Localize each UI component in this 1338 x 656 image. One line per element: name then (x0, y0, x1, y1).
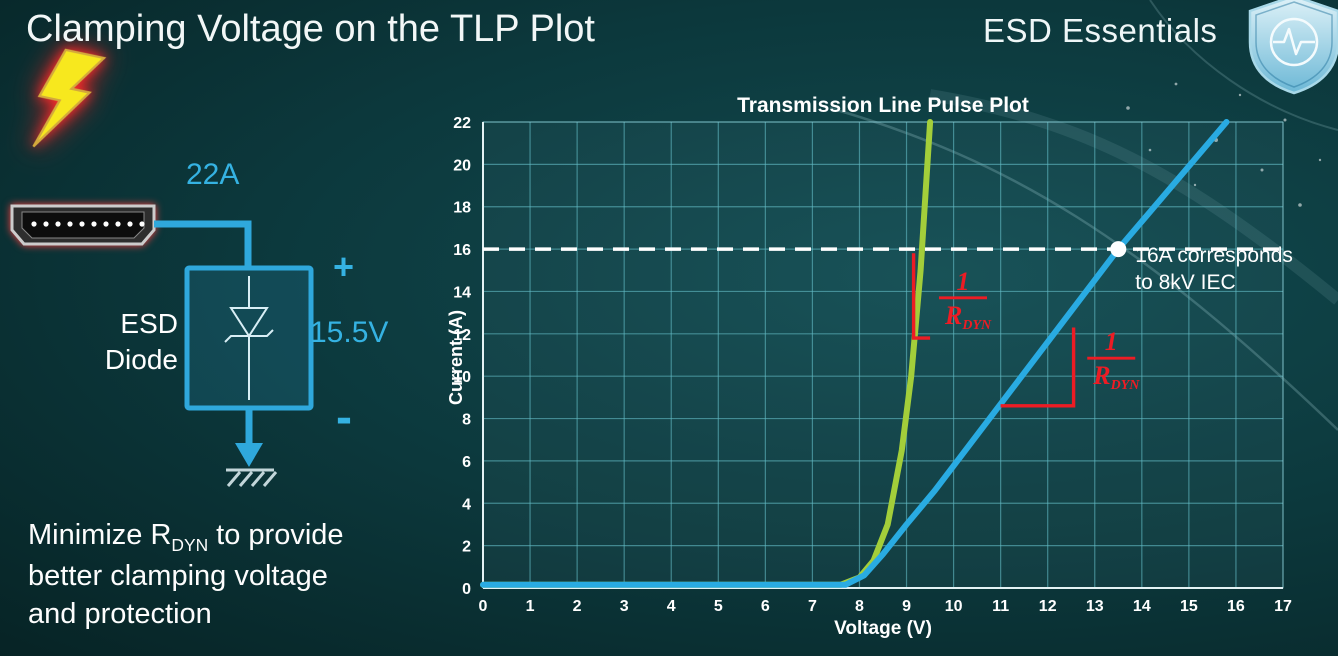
svg-text:4: 4 (667, 598, 676, 615)
rdyn-slope-annotations: 1 RDYN 1 RDYN (911, 253, 1140, 408)
chart-series (480, 119, 1230, 588)
surge-wire (154, 220, 252, 270)
svg-text:16: 16 (453, 242, 471, 259)
page-title: Clamping Voltage on the TLP Plot (26, 8, 595, 50)
plus-polarity-label: + (333, 246, 355, 287)
svg-text:20: 20 (453, 157, 471, 174)
minus-polarity-label: - (336, 391, 352, 444)
pulse-waveform-icon (1273, 27, 1315, 56)
svg-text:2: 2 (573, 598, 582, 615)
svg-text:10: 10 (453, 369, 471, 386)
svg-text:2: 2 (462, 539, 471, 556)
ground-symbol-icon (226, 468, 278, 487)
svg-text:22: 22 (453, 115, 471, 132)
chart-title: Transmission Line Pulse Plot (737, 94, 1029, 117)
svg-text:0: 0 (479, 598, 488, 615)
svg-text:4: 4 (462, 496, 471, 513)
svg-text:0: 0 (462, 581, 471, 598)
note-line-3: and protection (28, 598, 212, 631)
svg-text:11: 11 (992, 598, 1009, 615)
surge-current-label: 22A (186, 158, 240, 191)
svg-text:10: 10 (945, 598, 963, 615)
note-line-1: Minimize RDYN to provide (28, 519, 344, 555)
lightning-bolt-icon (32, 48, 107, 148)
svg-text:1: 1 (957, 267, 970, 296)
svg-text:RDYN: RDYN (944, 301, 992, 333)
esd-diode-label: ESD Diode (104, 308, 178, 376)
svg-text:16A corresponds: 16A corresponds (1135, 244, 1293, 267)
svg-text:13: 13 (1086, 598, 1104, 615)
svg-text:3: 3 (620, 598, 629, 615)
svg-text:16: 16 (1227, 598, 1245, 615)
svg-text:1: 1 (526, 598, 535, 615)
svg-text:14: 14 (453, 284, 471, 301)
connector-pins (31, 221, 145, 227)
svg-text:12: 12 (1039, 598, 1057, 615)
rdyn-subscript: DYN (171, 534, 209, 555)
takeaway-note: Minimize RDYN to provide better clamping… (28, 516, 458, 633)
svg-text:5: 5 (714, 598, 723, 615)
svg-text:17: 17 (1274, 598, 1292, 615)
svg-text:RDYN: RDYN (1092, 361, 1140, 393)
y-axis-label: Current (A) (446, 310, 466, 405)
chart-axes (482, 121, 1284, 589)
svg-text:14: 14 (1133, 598, 1151, 615)
clamp-voltage-label: 15.5V (310, 316, 389, 349)
svg-text:12: 12 (453, 327, 471, 344)
svg-text:18: 18 (453, 200, 471, 217)
svg-text:6: 6 (761, 598, 770, 615)
svg-text:1: 1 (1105, 327, 1118, 356)
svg-text:9: 9 (902, 598, 911, 615)
svg-text:8: 8 (462, 412, 471, 429)
shield-inner-line (1255, 1, 1333, 88)
brand-title: ESD Essentials (983, 12, 1218, 49)
x-axis-label: Voltage (V) (834, 618, 932, 639)
esd-shield-logo-icon (1248, 0, 1338, 95)
current-arrow-icon (235, 443, 263, 467)
tlp-chart: 0 1 2 3 4 5 6 7 8 9 10 11 12 13 14 15 16 1702468101214161… (453, 115, 1293, 615)
svg-text:7: 7 (808, 598, 817, 615)
svg-text:15: 15 (1180, 598, 1198, 615)
chart-tick-labels: 0 1 2 3 4 5 6 7 8 9 10 11 12 13 14 15 16 1702468101214161… (453, 115, 1292, 615)
svg-text:6: 6 (462, 454, 471, 471)
iec-marker: 16A corresponds to 8kV IEC (1110, 241, 1293, 294)
zener-diode-symbol-icon (224, 276, 274, 400)
series-blue-curve (480, 119, 1230, 588)
svg-text:8: 8 (855, 598, 864, 615)
pulse-circle (1269, 17, 1319, 67)
hdmi-connector-icon (10, 204, 156, 246)
esd-circuit-illustration (10, 48, 314, 487)
note-line-2: better clamping voltage (28, 559, 328, 592)
svg-text:to 8kV IEC: to 8kV IEC (1135, 271, 1235, 294)
chart-grid (482, 121, 1284, 589)
